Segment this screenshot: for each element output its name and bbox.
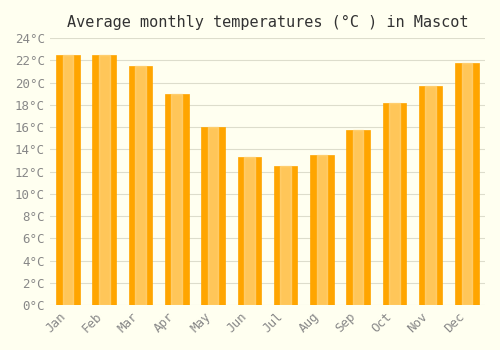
Bar bbox=[280, 166, 291, 305]
Bar bbox=[92, 55, 116, 305]
Bar bbox=[128, 66, 152, 305]
Bar bbox=[455, 63, 478, 305]
Bar bbox=[56, 55, 80, 305]
Bar bbox=[419, 86, 442, 305]
Bar bbox=[353, 131, 364, 305]
Bar bbox=[382, 103, 406, 305]
Bar bbox=[426, 86, 436, 305]
Bar bbox=[172, 94, 182, 305]
Bar bbox=[310, 155, 334, 305]
Bar bbox=[165, 94, 188, 305]
Bar bbox=[244, 157, 254, 305]
Bar bbox=[202, 127, 225, 305]
Bar bbox=[346, 131, 370, 305]
Bar bbox=[208, 127, 218, 305]
Bar bbox=[99, 55, 110, 305]
Bar bbox=[274, 166, 297, 305]
Bar bbox=[462, 63, 472, 305]
Bar bbox=[238, 157, 261, 305]
Title: Average monthly temperatures (°C ) in Mascot: Average monthly temperatures (°C ) in Ma… bbox=[66, 15, 468, 30]
Bar bbox=[62, 55, 74, 305]
Bar bbox=[316, 155, 327, 305]
Bar bbox=[135, 66, 146, 305]
Bar bbox=[389, 103, 400, 305]
